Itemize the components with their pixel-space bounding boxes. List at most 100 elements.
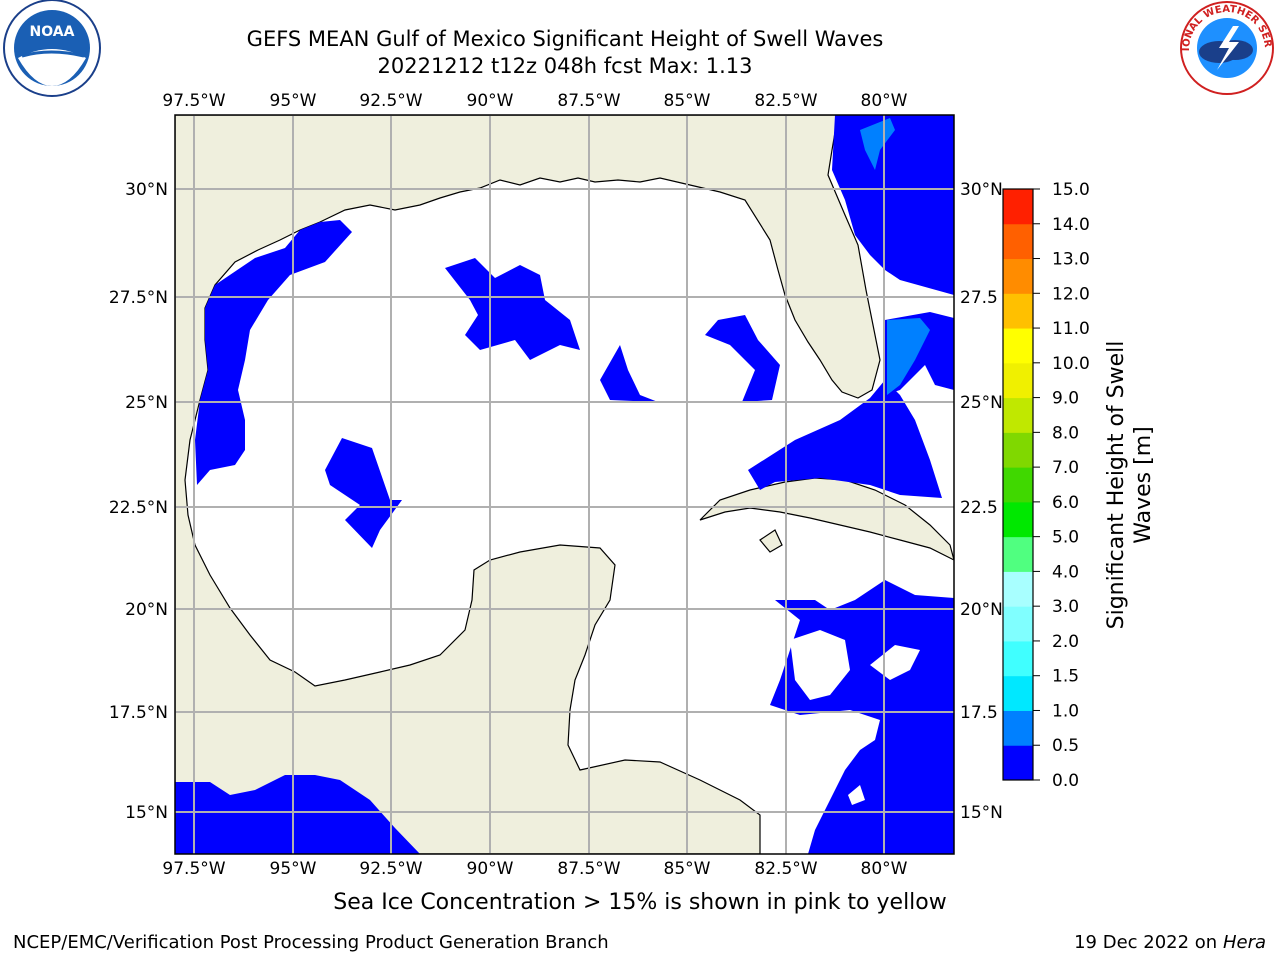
lon-labels-bottom: 97.5°W 95°W 92.5°W 90°W 87.5°W 85°W 82.5°W 80°W bbox=[162, 859, 907, 879]
lon-bottom-5: 85°W bbox=[664, 859, 711, 879]
chart-subtitle: 20221212 t12z 048h fcst Max: 1.13 bbox=[377, 54, 753, 78]
colorbar-segment-13 bbox=[1003, 293, 1033, 329]
lon-bottom-2: 92.5°W bbox=[359, 859, 422, 879]
lat-left-3: 22.5°N bbox=[109, 498, 168, 518]
lon-top-5: 85°W bbox=[664, 91, 711, 111]
colorbar-tick-2: 13.0 bbox=[1052, 250, 1090, 270]
colorbar-segment-5 bbox=[1003, 571, 1033, 607]
lon-bottom-6: 82.5°W bbox=[754, 859, 817, 879]
lon-bottom-1: 95°W bbox=[270, 859, 317, 879]
lon-bottom-0: 97.5°W bbox=[162, 859, 225, 879]
sea-ice-caption: Sea Ice Concentration > 15% is shown in … bbox=[333, 890, 947, 915]
swell-region-mid-atlantic bbox=[887, 318, 930, 395]
swell-region-mid-north bbox=[860, 118, 895, 170]
lon-top-2: 92.5°W bbox=[359, 91, 422, 111]
colorbar-tick-10: 5.0 bbox=[1052, 528, 1079, 548]
colorbar-tick-11: 4.0 bbox=[1052, 562, 1079, 582]
lat-right-2: 25°N bbox=[960, 393, 1003, 413]
footer-branch: NCEP/EMC/Verification Post Processing Pr… bbox=[13, 932, 609, 953]
colorbar-segment-14 bbox=[1003, 258, 1033, 294]
lon-top-1: 95°W bbox=[270, 91, 317, 111]
colorbar-tick-4: 11.0 bbox=[1052, 319, 1090, 339]
chart-title: GEFS MEAN Gulf of Mexico Significant Hei… bbox=[246, 27, 884, 51]
colorbar-tick-1: 14.0 bbox=[1052, 215, 1090, 235]
colorbar-tick-6: 9.0 bbox=[1052, 389, 1079, 409]
colorbar-segment-10 bbox=[1003, 397, 1033, 433]
lon-labels-top: 97.5°W 95°W 92.5°W 90°W 87.5°W 85°W 82.5°W 80°W bbox=[162, 91, 907, 111]
footer-date: 19 Dec 2022 on Hera bbox=[1074, 932, 1266, 953]
swell-region-central-north bbox=[445, 258, 580, 360]
swell-region-central-east bbox=[600, 345, 658, 402]
colorbar-segment-6 bbox=[1003, 536, 1033, 572]
colorbar bbox=[1003, 189, 1033, 781]
gridlines bbox=[175, 115, 954, 854]
swell-region-east-central bbox=[705, 315, 780, 402]
colorbar-segment-11 bbox=[1003, 362, 1033, 399]
colorbar-tick-3: 12.0 bbox=[1052, 284, 1090, 304]
lon-top-3: 90°W bbox=[467, 91, 514, 111]
footer-host: Hera bbox=[1222, 932, 1266, 953]
noaa-logo-text: NOAA bbox=[30, 24, 75, 40]
lat-left-0: 30°N bbox=[125, 180, 168, 200]
swell-region-sw-gulf-coast bbox=[195, 220, 352, 485]
lon-top-0: 97.5°W bbox=[162, 91, 225, 111]
swell-region-florida-straits bbox=[748, 380, 942, 498]
colorbar-tick-17: 0.0 bbox=[1052, 771, 1079, 791]
colorbar-frame bbox=[1002, 188, 1034, 781]
colorbar-tick-0: 15.0 bbox=[1052, 180, 1090, 200]
lat-right-6: 15°N bbox=[960, 803, 1003, 823]
swell-region-bay-campeche bbox=[175, 775, 420, 854]
colorbar-tick-13: 2.0 bbox=[1052, 632, 1079, 652]
colorbar-segment-16 bbox=[1003, 189, 1033, 225]
lat-left-6: 15°N bbox=[125, 803, 168, 823]
lat-labels-left: 30°N 27.5°N 25°N 22.5°N 20°N 17.5°N 15°N bbox=[109, 180, 168, 823]
nws-logo: NATIONAL WEATHER SERVICE bbox=[1175, 0, 1274, 95]
colorbar-segment-0 bbox=[1003, 745, 1033, 781]
lat-right-5: 17.5 bbox=[960, 703, 998, 723]
lat-left-2: 25°N bbox=[125, 393, 168, 413]
colorbar-tick-15: 1.0 bbox=[1052, 701, 1079, 721]
colorbar-tick-14: 1.5 bbox=[1052, 667, 1079, 687]
colorbar-segment-8 bbox=[1003, 467, 1033, 503]
colorbar-label-line2: Waves [m] bbox=[1131, 426, 1156, 543]
lat-right-1: 27.5 bbox=[960, 288, 998, 308]
lat-left-1: 27.5°N bbox=[109, 288, 168, 308]
lat-right-3: 22.5 bbox=[960, 498, 998, 518]
colorbar-tick-5: 10.0 bbox=[1052, 354, 1090, 374]
lat-labels-right: 30°N 27.5 25°N 22.5 20°N 17.5 15°N bbox=[960, 180, 1003, 823]
footer-date-text: 19 Dec 2022 on bbox=[1074, 932, 1218, 953]
lon-top-4: 87.5°W bbox=[557, 91, 620, 111]
lon-bottom-4: 87.5°W bbox=[557, 859, 620, 879]
colorbar-segment-12 bbox=[1003, 328, 1033, 364]
colorbar-tick-9: 6.0 bbox=[1052, 493, 1079, 513]
land-isla-juventud bbox=[759, 529, 783, 553]
lat-right-0: 30°N bbox=[960, 180, 1003, 200]
colorbar-tick-8: 7.0 bbox=[1052, 458, 1079, 478]
colorbar-segment-3 bbox=[1003, 640, 1033, 677]
colorbar-label-line1: Significant Height of Swell bbox=[1104, 341, 1129, 630]
lat-left-5: 17.5°N bbox=[109, 703, 168, 723]
colorbar-segment-4 bbox=[1003, 606, 1033, 642]
lat-right-4: 20°N bbox=[960, 600, 1003, 620]
lon-top-6: 82.5°W bbox=[754, 91, 817, 111]
colorbar-segment-15 bbox=[1003, 223, 1033, 260]
colorbar-segment-2 bbox=[1003, 675, 1033, 711]
lat-left-4: 20°N bbox=[125, 600, 168, 620]
lon-bottom-7: 80°W bbox=[861, 859, 908, 879]
colorbar-ticks: 15.0 14.0 13.0 12.0 11.0 10.0 9.0 8.0 7.0 6.0 5.0 4… bbox=[1033, 180, 1090, 791]
colorbar-tick-12: 3.0 bbox=[1052, 597, 1079, 617]
colorbar-tick-16: 0.5 bbox=[1052, 736, 1079, 756]
swell-region-atlantic-north bbox=[832, 115, 954, 295]
colorbar-segment-1 bbox=[1003, 710, 1033, 746]
noaa-logo: NOAA bbox=[3, 0, 101, 97]
lon-bottom-3: 90°W bbox=[467, 859, 514, 879]
colorbar-segment-9 bbox=[1003, 432, 1033, 468]
swell-gap-caribbean-3 bbox=[848, 785, 865, 805]
lon-top-7: 80°W bbox=[861, 91, 908, 111]
map-frame bbox=[174, 114, 955, 855]
colorbar-tick-7: 8.0 bbox=[1052, 423, 1079, 443]
swell-gap-caribbean-2 bbox=[870, 645, 920, 680]
colorbar-segment-7 bbox=[1003, 501, 1033, 538]
swell-gap-caribbean-1 bbox=[790, 630, 850, 700]
